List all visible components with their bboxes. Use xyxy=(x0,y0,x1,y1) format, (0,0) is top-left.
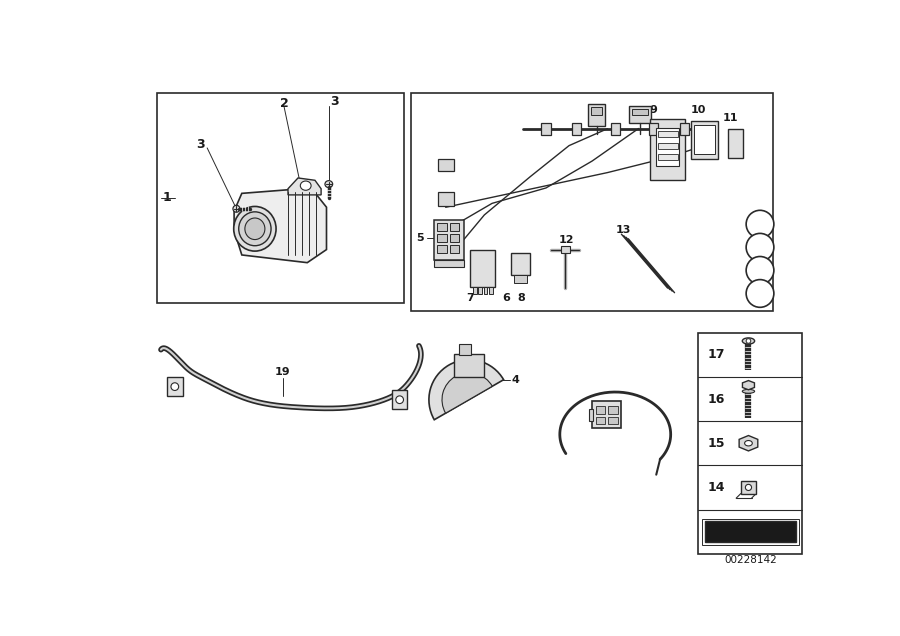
Polygon shape xyxy=(742,380,754,390)
Circle shape xyxy=(396,396,403,404)
Bar xyxy=(700,140,712,151)
Text: 4: 4 xyxy=(511,375,519,385)
Text: 16: 16 xyxy=(752,242,768,252)
Wedge shape xyxy=(442,373,492,413)
Bar xyxy=(658,154,678,160)
Circle shape xyxy=(746,338,751,343)
Bar xyxy=(596,406,605,413)
Text: 5: 5 xyxy=(416,233,424,243)
Bar xyxy=(656,128,680,167)
Bar xyxy=(561,245,570,253)
Bar xyxy=(435,260,464,266)
Bar xyxy=(608,406,617,413)
Bar xyxy=(728,128,743,158)
Circle shape xyxy=(746,280,774,307)
Text: 18: 18 xyxy=(606,401,622,411)
Text: 11: 11 xyxy=(723,113,739,123)
Bar xyxy=(589,104,605,125)
Text: 17: 17 xyxy=(707,349,725,361)
Bar xyxy=(459,344,472,355)
Bar xyxy=(541,123,551,135)
Bar xyxy=(511,253,530,275)
Bar xyxy=(514,275,527,282)
Text: 1: 1 xyxy=(163,191,172,205)
Ellipse shape xyxy=(744,441,752,446)
Ellipse shape xyxy=(233,205,240,212)
Bar xyxy=(438,192,454,205)
Text: 8: 8 xyxy=(518,293,526,303)
Circle shape xyxy=(746,233,774,261)
Bar xyxy=(694,125,715,154)
Text: 6: 6 xyxy=(502,293,509,303)
Bar xyxy=(680,123,689,135)
Text: 9: 9 xyxy=(650,105,658,115)
Bar xyxy=(592,401,621,428)
Circle shape xyxy=(746,256,774,284)
Text: 14: 14 xyxy=(707,481,725,494)
Bar xyxy=(658,131,678,137)
Bar xyxy=(702,518,798,544)
Ellipse shape xyxy=(245,218,265,240)
Text: 15: 15 xyxy=(752,265,768,275)
Text: 2: 2 xyxy=(280,97,289,110)
Circle shape xyxy=(171,383,179,391)
Ellipse shape xyxy=(301,181,311,190)
Wedge shape xyxy=(429,360,504,420)
Bar xyxy=(596,417,605,424)
Text: 12: 12 xyxy=(559,235,574,245)
Bar xyxy=(608,417,617,424)
Bar xyxy=(741,481,756,494)
Bar xyxy=(437,223,446,231)
Bar xyxy=(437,245,446,252)
Text: 3: 3 xyxy=(330,95,338,108)
Text: 16: 16 xyxy=(707,392,725,406)
Bar xyxy=(450,245,459,252)
Text: 15: 15 xyxy=(707,437,725,450)
Bar xyxy=(471,249,495,287)
Bar xyxy=(658,142,678,149)
Bar xyxy=(472,287,477,294)
Ellipse shape xyxy=(742,338,754,344)
Text: 13: 13 xyxy=(616,225,631,235)
Circle shape xyxy=(746,211,774,238)
Bar xyxy=(450,234,459,242)
Text: 3: 3 xyxy=(197,137,205,151)
Text: 14: 14 xyxy=(752,289,768,298)
Bar xyxy=(610,123,620,135)
Text: 19: 19 xyxy=(274,367,291,377)
Bar xyxy=(572,123,581,135)
Bar xyxy=(649,123,659,135)
Bar xyxy=(435,220,464,260)
Bar xyxy=(629,106,651,123)
Ellipse shape xyxy=(742,389,754,393)
Bar xyxy=(478,287,482,294)
Text: 7: 7 xyxy=(466,293,474,303)
Bar xyxy=(650,119,685,180)
Bar xyxy=(590,409,593,421)
Bar xyxy=(167,377,183,396)
Ellipse shape xyxy=(325,181,333,188)
Text: 00228142: 00228142 xyxy=(724,555,777,565)
Bar xyxy=(438,159,454,171)
Ellipse shape xyxy=(238,212,271,245)
Circle shape xyxy=(745,485,751,490)
Bar xyxy=(591,107,602,115)
Ellipse shape xyxy=(234,207,276,251)
Bar xyxy=(454,354,484,377)
Bar xyxy=(437,234,446,242)
Polygon shape xyxy=(739,436,758,451)
Text: 10: 10 xyxy=(690,105,707,115)
Polygon shape xyxy=(288,178,321,195)
Bar xyxy=(632,109,648,115)
Bar xyxy=(690,121,717,160)
Bar xyxy=(483,287,488,294)
Text: 17: 17 xyxy=(752,219,768,229)
Polygon shape xyxy=(234,188,327,263)
Bar xyxy=(705,521,796,543)
Bar xyxy=(489,287,493,294)
Bar xyxy=(392,390,408,409)
Bar xyxy=(450,223,459,231)
